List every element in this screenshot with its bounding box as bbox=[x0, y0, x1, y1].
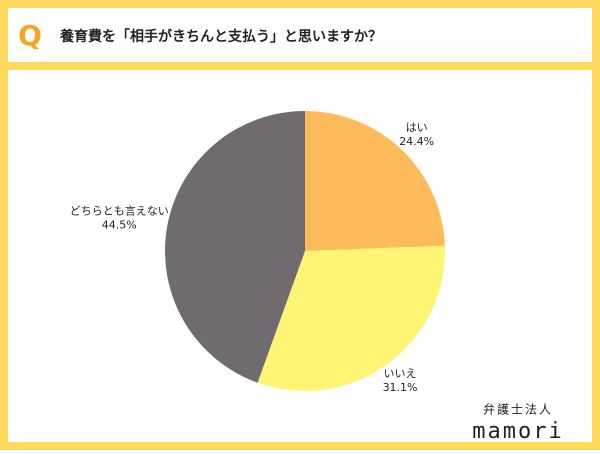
brand-line2: mamori bbox=[472, 419, 563, 444]
slice-label: いいえ bbox=[384, 367, 417, 380]
value-label: 24.4% bbox=[399, 135, 434, 148]
pie-slice bbox=[257, 245, 445, 391]
value-label: 31.1% bbox=[383, 381, 418, 394]
pie-slice bbox=[305, 111, 445, 251]
question-mark: Q bbox=[18, 19, 42, 52]
slice-label: はい bbox=[406, 121, 428, 134]
value-label: 44.5% bbox=[102, 219, 137, 232]
brand-line1: 弁護士法人 bbox=[483, 402, 553, 417]
pie-slice bbox=[165, 111, 305, 383]
header-box bbox=[8, 8, 592, 62]
slice-label: どちらとも言えない bbox=[70, 205, 169, 218]
chart-title: 養育費を「相手がきちんと支払う」と思いますか？ bbox=[59, 28, 382, 45]
